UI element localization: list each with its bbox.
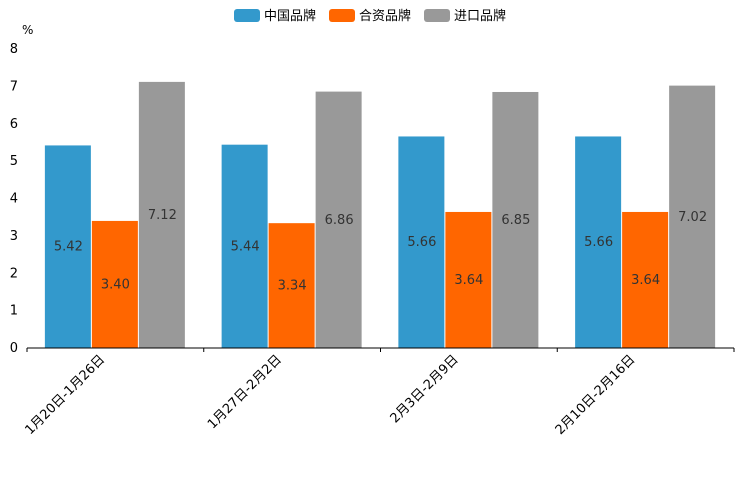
y-tick-label: 6	[10, 117, 18, 132]
bar	[575, 136, 622, 348]
data-label: 5.44	[231, 239, 260, 254]
y-tick-label: 4	[10, 192, 18, 207]
legend-swatch	[424, 9, 450, 22]
y-tick-label: 1	[10, 304, 18, 319]
bar	[315, 91, 362, 349]
y-axis-label: %	[22, 23, 33, 37]
y-tick-label: 7	[10, 79, 18, 94]
data-label: 5.42	[54, 240, 83, 255]
bar	[398, 136, 445, 348]
data-label: 3.40	[101, 277, 130, 292]
y-tick-label: 8	[10, 42, 18, 57]
bar	[445, 211, 492, 348]
x-tick-label: 2月3日-2月9日	[388, 352, 462, 426]
legend-swatch	[234, 9, 260, 22]
bar	[492, 91, 539, 348]
data-label: 6.86	[325, 213, 354, 228]
legend-swatch	[329, 9, 355, 22]
bars: 5.42 3.40 7.12 5.44 3.34 6.86 5.66 3.64 6.85 5.66…	[44, 81, 716, 349]
bar	[268, 223, 315, 348]
y-axis: 0 1 2 3 4 5 6 7 8	[10, 42, 18, 356]
x-axis: 1月20日-1月26日 1月27日-2月2日 2月3日-2月9日 2月10日-2月16…	[22, 347, 735, 438]
legend-label: 合资品牌	[359, 8, 411, 24]
bar	[44, 145, 91, 348]
data-label: 3.64	[631, 273, 660, 288]
data-label: 7.12	[148, 208, 177, 223]
y-tick-label: 2	[10, 266, 18, 281]
legend-label: 进口品牌	[454, 8, 506, 24]
data-label: 6.85	[501, 213, 530, 228]
data-label: 5.66	[407, 235, 436, 250]
x-tick-label: 1月27日-2月2日	[205, 352, 285, 432]
x-tick-label: 1月20日-1月26日	[22, 352, 108, 438]
bar	[622, 211, 669, 348]
y-tick-label: 0	[10, 341, 18, 356]
bar	[221, 144, 268, 348]
data-label: 5.66	[584, 235, 613, 250]
legend-label: 中国品牌	[264, 8, 316, 24]
y-tick-label: 3	[10, 229, 18, 244]
data-label: 3.64	[454, 273, 483, 288]
y-tick-label: 5	[10, 154, 18, 169]
data-label: 7.02	[678, 210, 707, 225]
bar	[669, 85, 716, 348]
x-tick-label: 2月10日-2月16日	[553, 352, 639, 438]
legend: 中国品牌 合资品牌 进口品牌	[234, 8, 506, 24]
data-label: 3.34	[278, 279, 307, 294]
bar	[91, 220, 138, 348]
bar	[138, 81, 185, 348]
